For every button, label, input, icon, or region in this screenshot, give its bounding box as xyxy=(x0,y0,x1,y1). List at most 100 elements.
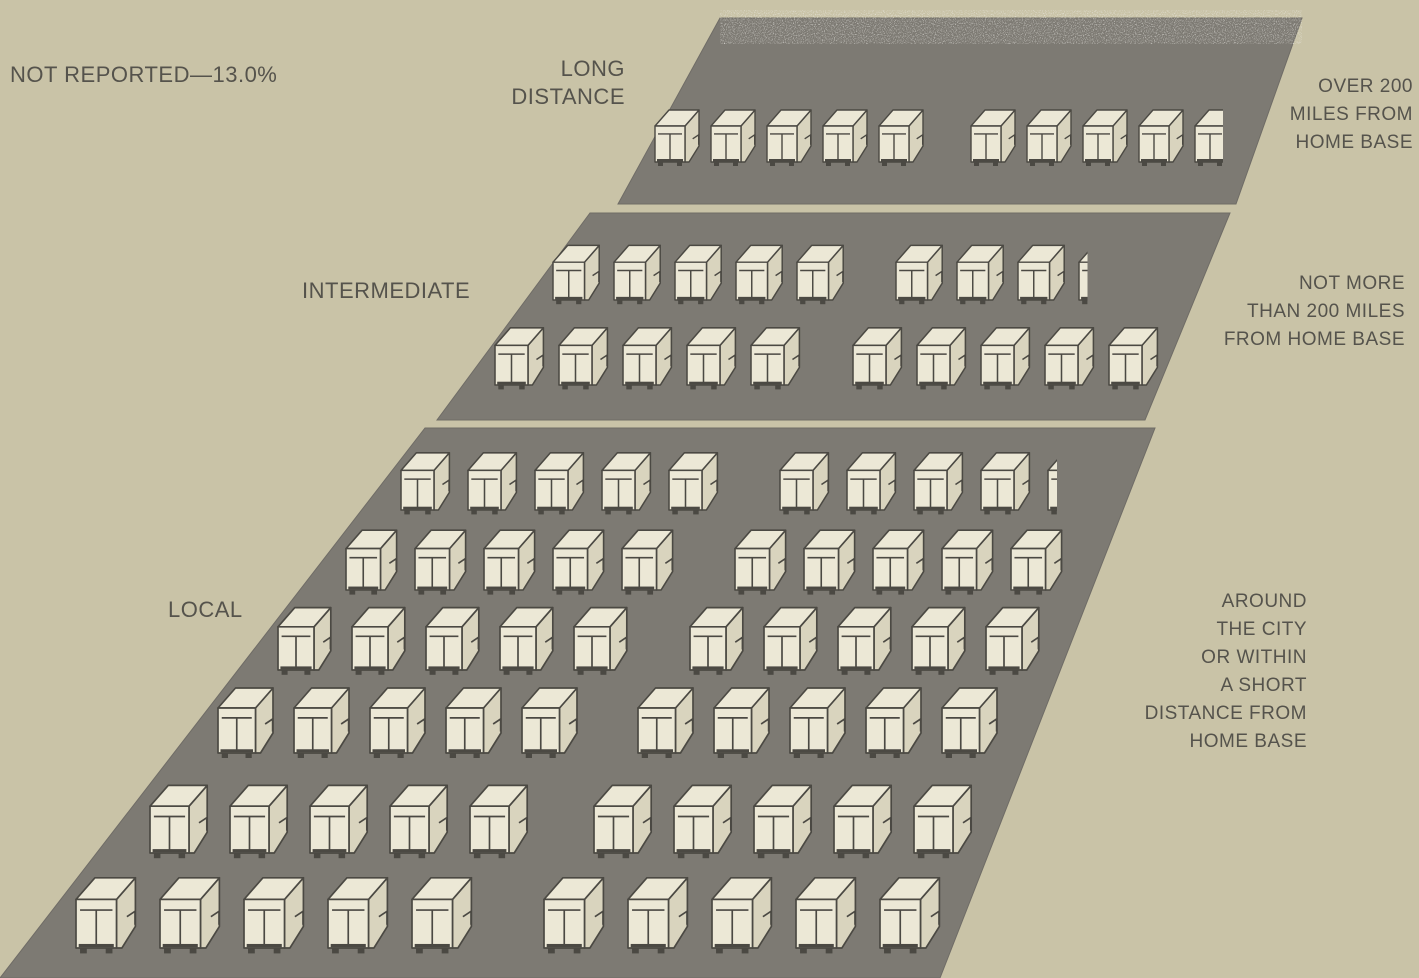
local-truck-4-6 xyxy=(637,687,694,758)
local-truck-2-6 xyxy=(734,529,787,595)
local-truck-3-9 xyxy=(911,606,966,675)
local-truck-5-4 xyxy=(389,784,449,859)
local-truck-2-7 xyxy=(803,529,856,595)
local-truck-5-9 xyxy=(833,784,893,859)
local-truck-5-3 xyxy=(309,784,369,859)
local-truck-2-2 xyxy=(414,529,467,595)
band-intermediate xyxy=(436,212,1231,421)
local-truck-6-8 xyxy=(711,876,773,954)
intermediate-truck-1-1 xyxy=(552,244,600,305)
local-truck-3-2 xyxy=(351,606,406,675)
long-distance-truck-1-2 xyxy=(710,109,756,166)
local-truck-4-2 xyxy=(293,687,350,758)
local-truck-2-4 xyxy=(552,529,605,595)
local-truck-2-9 xyxy=(941,529,994,595)
local-row-6 xyxy=(75,876,941,954)
local-truck-3-4 xyxy=(499,606,554,675)
intermediate-truck-2-6 xyxy=(852,327,903,390)
local-truck-5-8 xyxy=(753,784,813,859)
long-distance-truck-1-10 xyxy=(1194,109,1223,166)
long-distance-truck-1-9 xyxy=(1138,109,1184,166)
local-truck-1-5 xyxy=(668,452,719,515)
intermediate-truck-1-9 xyxy=(1078,251,1088,305)
local-truck-2-5 xyxy=(621,529,674,595)
intermediate-truck-2-10 xyxy=(1108,327,1159,390)
local-truck-4-1 xyxy=(217,687,274,758)
intermediate-truck-2-7 xyxy=(916,327,967,390)
local-truck-1-6 xyxy=(779,452,830,515)
intermediate-truck-1-3 xyxy=(674,244,722,305)
long-distance-truck-1-4 xyxy=(822,109,868,166)
long-distance-truck-1-6 xyxy=(970,109,1016,166)
local-truck-5-5 xyxy=(469,784,529,859)
trucks-layer xyxy=(75,109,1223,954)
local-truck-3-8 xyxy=(837,606,892,675)
local-truck-6-5 xyxy=(411,876,473,954)
local-truck-2-1 xyxy=(345,529,398,595)
local-truck-2-10 xyxy=(1010,529,1063,595)
intermediate-truck-2-4 xyxy=(686,327,737,390)
local-row-5 xyxy=(149,784,973,859)
local-truck-1-9 xyxy=(980,452,1031,515)
local-truck-2-3 xyxy=(483,529,536,595)
local-truck-4-8 xyxy=(789,687,846,758)
local-truck-4-7 xyxy=(713,687,770,758)
band-label-intermediate: INTERMEDIATE xyxy=(302,278,471,303)
band-long-distance xyxy=(617,17,1303,205)
intermediate-truck-2-5 xyxy=(750,327,801,390)
local-truck-5-1 xyxy=(149,784,209,859)
long-distance-truck-1-5 xyxy=(878,109,924,166)
local-truck-4-9 xyxy=(865,687,922,758)
local-truck-5-6 xyxy=(593,784,653,859)
local-truck-3-5 xyxy=(573,606,628,675)
local-truck-6-3 xyxy=(243,876,305,954)
local-truck-4-5 xyxy=(521,687,578,758)
local-truck-1-4 xyxy=(601,452,652,515)
local-truck-3-3 xyxy=(425,606,480,675)
not-reported-label: NOT REPORTED—13.0% xyxy=(10,62,278,87)
local-truck-1-7 xyxy=(846,452,897,515)
intermediate-truck-1-6 xyxy=(895,244,943,305)
long-distance-truck-1-8 xyxy=(1082,109,1128,166)
local-truck-6-4 xyxy=(327,876,389,954)
local-truck-6-2 xyxy=(159,876,221,954)
local-truck-6-1 xyxy=(75,876,137,954)
local-truck-4-10 xyxy=(941,687,998,758)
local-truck-1-1 xyxy=(400,452,451,515)
local-truck-1-10 xyxy=(1047,458,1057,515)
intermediate-truck-1-2 xyxy=(613,244,661,305)
band-label-long-distance: LONG DISTANCE xyxy=(511,56,625,109)
intermediate-row-1 xyxy=(552,244,1088,305)
local-truck-6-10 xyxy=(879,876,941,954)
local-row-2 xyxy=(345,529,1063,595)
intermediate-truck-2-1 xyxy=(494,327,545,390)
intermediate-truck-1-8 xyxy=(1017,244,1065,305)
long-distance-truck-1-1 xyxy=(654,109,700,166)
long-distance-truck-1-7 xyxy=(1026,109,1072,166)
intermediate-row-2 xyxy=(494,327,1159,390)
intermediate-truck-2-2 xyxy=(558,327,609,390)
local-truck-6-6 xyxy=(543,876,605,954)
local-truck-6-9 xyxy=(795,876,857,954)
local-row-4 xyxy=(217,687,998,758)
local-truck-4-4 xyxy=(445,687,502,758)
intermediate-truck-1-7 xyxy=(956,244,1004,305)
long-distance-truck-1-3 xyxy=(766,109,812,166)
speckled-edge xyxy=(720,10,1302,44)
local-truck-1-8 xyxy=(913,452,964,515)
local-truck-1-3 xyxy=(534,452,585,515)
local-truck-5-10 xyxy=(913,784,973,859)
local-truck-3-7 xyxy=(763,606,818,675)
local-truck-3-10 xyxy=(985,606,1040,675)
local-truck-3-1 xyxy=(277,606,332,675)
long-distance-row-1 xyxy=(654,109,1223,166)
local-truck-2-8 xyxy=(872,529,925,595)
local-truck-6-7 xyxy=(627,876,689,954)
intermediate-truck-2-3 xyxy=(622,327,673,390)
intermediate-truck-1-4 xyxy=(735,244,783,305)
band-description-intermediate: NOT MORE THAN 200 MILES FROM HOME BASE xyxy=(1223,273,1405,350)
intermediate-truck-2-9 xyxy=(1044,327,1095,390)
local-truck-5-7 xyxy=(673,784,733,859)
band-label-local: LOCAL xyxy=(168,597,243,622)
